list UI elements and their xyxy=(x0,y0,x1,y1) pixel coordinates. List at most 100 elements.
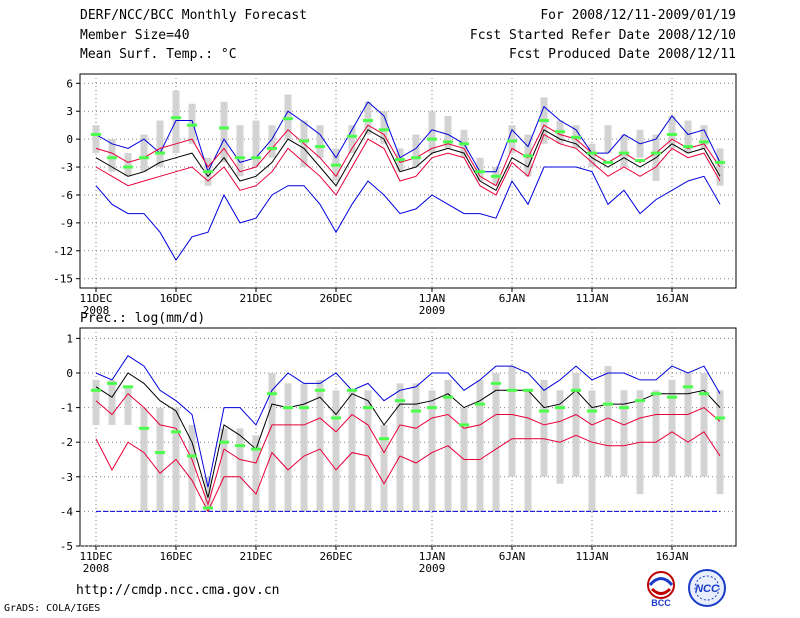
box xyxy=(524,390,532,512)
variable-label: Mean Surf. Temp.: °C xyxy=(80,47,237,62)
box xyxy=(332,390,340,512)
box xyxy=(588,390,596,512)
median-mark xyxy=(427,137,437,141)
box xyxy=(284,94,292,140)
box xyxy=(588,143,596,168)
box xyxy=(348,125,356,154)
median-mark xyxy=(171,116,181,120)
x-tick-label: 16DEC xyxy=(159,550,192,563)
fcst-produced-label: Fcst Produced Date 2008/12/11 xyxy=(509,47,736,62)
median-mark xyxy=(651,392,661,396)
bcc-logo-text: BCC xyxy=(651,598,671,608)
box xyxy=(716,148,724,186)
median-mark xyxy=(427,406,437,410)
y-tick-label: 0 xyxy=(66,133,73,146)
ncc-logo-text: NCC xyxy=(695,583,720,595)
box xyxy=(556,390,564,484)
median-mark xyxy=(123,165,133,169)
x-tick-year: 2008 xyxy=(83,562,110,575)
median-mark xyxy=(379,437,389,441)
median-mark xyxy=(155,151,165,155)
median-mark xyxy=(571,135,581,139)
chart-title: DERF/NCC/BCC Monthly Forecast xyxy=(80,8,307,23)
series-line-mean xyxy=(95,129,721,192)
median-mark xyxy=(603,402,613,406)
box xyxy=(252,120,260,168)
box xyxy=(620,134,628,168)
member-size-label: Member Size=40 xyxy=(80,28,190,43)
median-mark xyxy=(475,170,485,174)
box xyxy=(124,153,132,177)
median-mark xyxy=(347,388,357,392)
median-mark xyxy=(107,381,117,385)
box xyxy=(428,390,436,512)
median-mark xyxy=(459,423,469,427)
box xyxy=(316,379,324,512)
x-tick-label: 11DEC xyxy=(79,550,112,563)
median-mark xyxy=(507,139,517,143)
box xyxy=(172,90,180,154)
median-mark xyxy=(443,395,453,399)
x-tick-label: 16JAN xyxy=(655,292,688,305)
ncc-logo: NCC xyxy=(688,569,726,607)
box xyxy=(92,379,100,425)
box xyxy=(140,407,148,512)
x-tick-label: 16DEC xyxy=(159,292,192,305)
median-mark xyxy=(667,132,677,136)
x-tick-label: 6JAN xyxy=(499,292,526,305)
median-mark xyxy=(619,406,629,410)
box xyxy=(156,407,164,512)
x-tick-label: 21DEC xyxy=(239,550,272,563)
period-label: For 2008/12/11-2009/01/19 xyxy=(540,8,736,23)
series-line-upper xyxy=(95,392,721,507)
precip-title: Prec.: log(mm/d) xyxy=(80,311,205,326)
box xyxy=(476,379,484,512)
median-mark xyxy=(267,146,277,150)
x-tick-label: 11JAN xyxy=(575,550,608,563)
median-mark xyxy=(283,406,293,410)
median-mark xyxy=(203,506,213,510)
box xyxy=(268,125,276,158)
median-mark xyxy=(539,119,549,123)
median-mark xyxy=(555,130,565,134)
box xyxy=(348,390,356,512)
median-mark xyxy=(139,156,149,160)
bcc-logo: BCC xyxy=(647,571,675,608)
box xyxy=(428,111,436,154)
series-line-min xyxy=(95,166,721,262)
median-mark xyxy=(667,395,677,399)
median-mark xyxy=(491,381,501,385)
box xyxy=(156,120,164,168)
median-mark xyxy=(91,388,101,392)
y-tick-label: -2 xyxy=(60,436,73,449)
median-mark xyxy=(91,132,101,136)
median-mark xyxy=(699,392,709,396)
median-mark xyxy=(299,406,309,410)
box xyxy=(492,372,500,512)
box xyxy=(684,372,692,477)
y-tick-label: -6 xyxy=(60,189,73,202)
box xyxy=(268,372,276,512)
y-tick-label: -9 xyxy=(60,217,73,230)
median-mark xyxy=(155,451,165,455)
series-line-max xyxy=(95,355,721,488)
box xyxy=(300,383,308,512)
median-mark xyxy=(395,158,405,162)
median-mark xyxy=(203,170,213,174)
box xyxy=(700,125,708,149)
box xyxy=(668,379,676,477)
y-tick-label: 3 xyxy=(66,105,73,118)
series-line-mean xyxy=(95,372,721,498)
x-tick-label: 16JAN xyxy=(655,550,688,563)
median-mark xyxy=(603,160,613,164)
median-mark xyxy=(283,117,293,121)
median-mark xyxy=(315,388,325,392)
median-mark xyxy=(187,123,197,127)
median-mark xyxy=(411,409,421,413)
median-mark xyxy=(235,444,245,448)
median-mark xyxy=(171,430,181,434)
median-mark xyxy=(523,154,533,158)
median-mark xyxy=(123,385,133,389)
source-url[interactable]: http://cmdp.ncc.cma.gov.cn xyxy=(76,583,280,598)
series-line-lower xyxy=(95,133,721,196)
